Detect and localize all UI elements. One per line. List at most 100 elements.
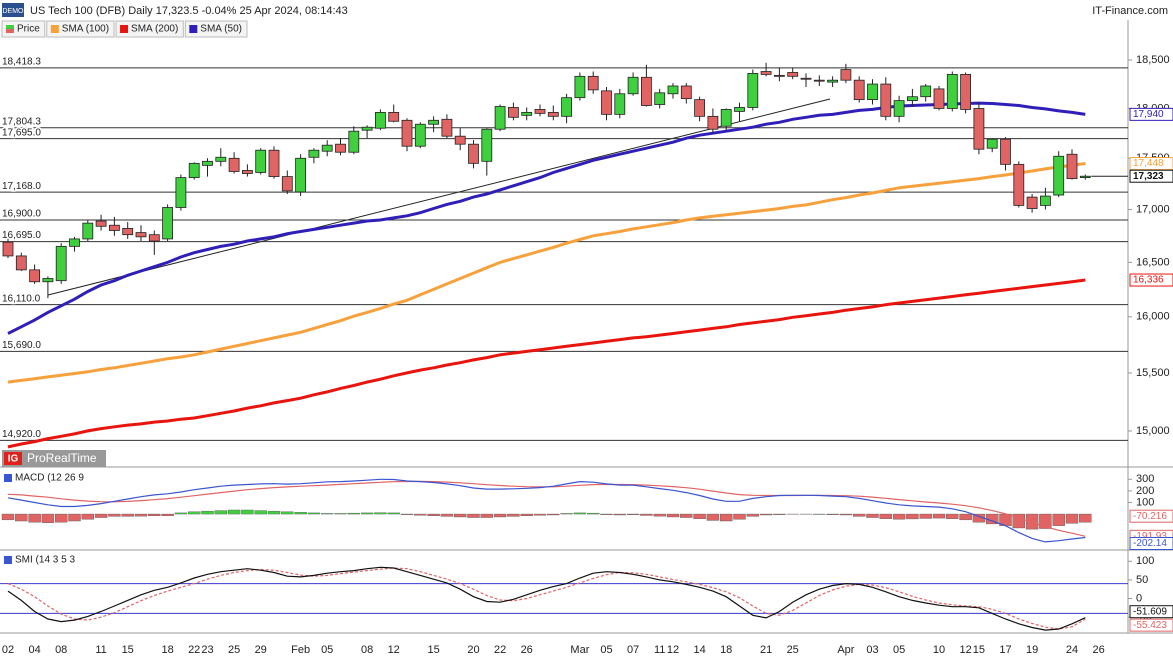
x-tick-label: 11 <box>95 644 106 656</box>
histogram-bar <box>387 512 400 515</box>
candle-body <box>694 99 705 117</box>
candle-body <box>853 79 865 101</box>
x-tick-label: 03 <box>866 644 878 656</box>
histogram-bar <box>427 513 440 516</box>
candle-body <box>547 111 559 117</box>
value-tag: 17,448 <box>1133 158 1164 169</box>
candle-body <box>188 162 200 178</box>
histogram-bar <box>959 513 972 521</box>
sma-line <box>7 162 1086 384</box>
logo-box <box>4 452 22 465</box>
histogram-bar <box>587 512 600 515</box>
x-tick-label: 05 <box>321 644 333 656</box>
y-tick-label: 0 <box>1136 592 1142 604</box>
candle-body <box>774 74 785 77</box>
histogram-bar <box>1079 513 1092 523</box>
histogram-bar <box>55 513 68 523</box>
y-tick-label: 17,000 <box>1136 203 1170 215</box>
value-tag: -55.423 <box>1133 620 1167 631</box>
histogram-bar <box>1012 513 1025 529</box>
candle-body <box>82 222 94 240</box>
histogram-bar <box>307 512 321 515</box>
histogram-bar <box>932 513 946 519</box>
candle-body <box>15 255 27 271</box>
histogram-bar <box>41 513 55 523</box>
candle-body <box>907 96 918 102</box>
candle-body <box>55 245 67 282</box>
candle-body <box>827 79 838 83</box>
histogram-bar <box>134 513 148 517</box>
histogram-bar <box>879 513 892 519</box>
x-tick-label: 25 <box>787 644 799 656</box>
histogram-bar <box>108 513 121 517</box>
candle-body <box>122 227 134 236</box>
panel-title: SMI (14 3 5 3 <box>15 555 75 566</box>
x-tick-label: 04 <box>28 644 40 656</box>
histogram-bar <box>187 511 201 515</box>
candle-body <box>627 76 639 95</box>
candle-body <box>986 138 998 149</box>
candle-body <box>69 238 80 247</box>
level-label: 18,418.3 <box>2 56 41 67</box>
histogram-bar <box>680 513 693 518</box>
candle-body <box>507 107 519 118</box>
candle-body <box>414 123 426 147</box>
histogram-bar <box>547 513 560 516</box>
histogram-bar <box>733 513 746 520</box>
x-tick-label: 14 <box>693 644 705 656</box>
histogram-bar <box>573 512 587 515</box>
histogram-bar <box>507 513 520 517</box>
histogram-bar <box>400 513 414 515</box>
histogram-bar <box>613 513 626 516</box>
histogram-bar <box>94 513 108 518</box>
candle-body <box>920 85 932 98</box>
histogram-bar <box>666 513 680 518</box>
histogram-bar <box>334 513 347 515</box>
y-tick-label: 18,500 <box>1136 54 1170 66</box>
histogram-bar <box>414 513 427 516</box>
value-tag: -191.93 <box>1133 531 1167 542</box>
candle-body <box>960 73 971 110</box>
candle-body <box>441 118 453 137</box>
candle-body <box>667 85 679 95</box>
legend-swatch <box>189 25 198 33</box>
candle-body <box>973 108 985 150</box>
histogram-bar <box>68 513 81 522</box>
x-tick-label: 18 <box>720 644 732 656</box>
candle-body <box>1053 155 1065 196</box>
value-tag: 16,336 <box>1133 275 1164 286</box>
value-tag-box <box>1129 509 1173 523</box>
candle-body <box>654 92 666 105</box>
candle-body <box>946 73 958 109</box>
x-tick-label: 22 <box>188 644 200 656</box>
x-tick-label: 26 <box>1092 644 1104 656</box>
histogram-bar <box>640 513 653 516</box>
candle-body <box>1000 138 1011 165</box>
brand: IT-Finance.com <box>1092 5 1168 17</box>
histogram-bar <box>560 513 573 515</box>
histogram-bar <box>201 510 214 515</box>
histogram-bar <box>626 513 640 515</box>
x-tick-label: 12 <box>959 644 971 656</box>
chart-title: US Tech 100 (DFB) Daily 17,323.5 -0.04% … <box>30 5 348 17</box>
candle-body <box>800 77 812 80</box>
candle-body <box>933 88 945 109</box>
x-tick-label: 19 <box>1026 644 1038 656</box>
histogram-bar <box>892 513 906 520</box>
candle-body <box>228 157 240 172</box>
value-tag-box <box>1129 618 1173 632</box>
histogram-bar <box>839 513 853 516</box>
histogram-bar <box>853 513 866 517</box>
candle-body <box>241 170 253 174</box>
value-tag: -51.609 <box>1133 606 1167 617</box>
value-tag: -202.14 <box>1133 538 1167 549</box>
histogram-bar <box>826 513 839 515</box>
candle-body <box>680 85 692 100</box>
histogram-bar <box>227 509 241 515</box>
candle-body <box>175 177 187 208</box>
candle-body <box>1066 153 1078 180</box>
x-tick-label: 20 <box>467 644 479 656</box>
legend-box <box>46 20 115 38</box>
